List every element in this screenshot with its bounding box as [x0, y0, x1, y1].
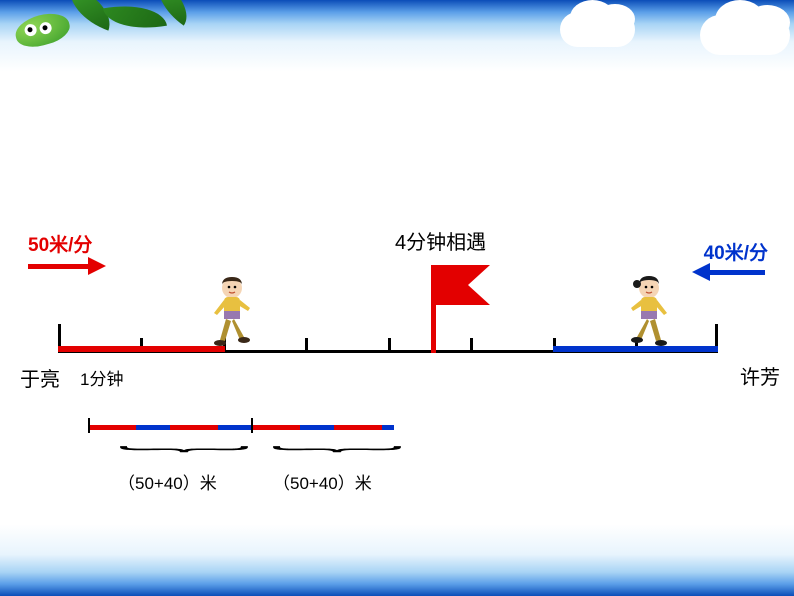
tick — [305, 338, 308, 353]
right-point-label: 许芳 — [740, 361, 780, 390]
meeting-flag — [436, 265, 490, 305]
seg-blue — [300, 425, 334, 430]
tick — [388, 338, 391, 353]
right-speed-label: 40米/分 — [704, 238, 768, 265]
meeting-time-label: 4分钟相遇 — [395, 226, 486, 255]
right-person-icon — [625, 275, 673, 350]
seg-tick — [88, 418, 90, 433]
left-person-icon — [208, 275, 256, 350]
seg-red — [170, 425, 218, 430]
seg-red — [252, 425, 300, 430]
combined-unit-label-1: （50+40）米 — [118, 469, 217, 494]
left-progress-bar — [58, 346, 225, 352]
brace-icon: ︸ — [117, 446, 251, 469]
left-speed-label: 50米/分 — [28, 230, 92, 257]
combined-unit-label-2: （50+40）米 — [273, 469, 372, 494]
vine-decoration — [10, 0, 190, 55]
seg-tick — [251, 418, 253, 433]
minute-label: 1分钟 — [80, 365, 123, 390]
tick — [470, 338, 473, 353]
brace-icon: ︸ — [270, 446, 404, 469]
seg-blue — [218, 425, 252, 430]
left-point-label: 于亮 — [20, 363, 60, 392]
seg-red — [88, 425, 136, 430]
cloud-decoration — [700, 15, 790, 55]
seg-blue — [382, 425, 394, 430]
seg-red — [334, 425, 382, 430]
cloud-decoration — [560, 12, 635, 47]
seg-blue — [136, 425, 170, 430]
